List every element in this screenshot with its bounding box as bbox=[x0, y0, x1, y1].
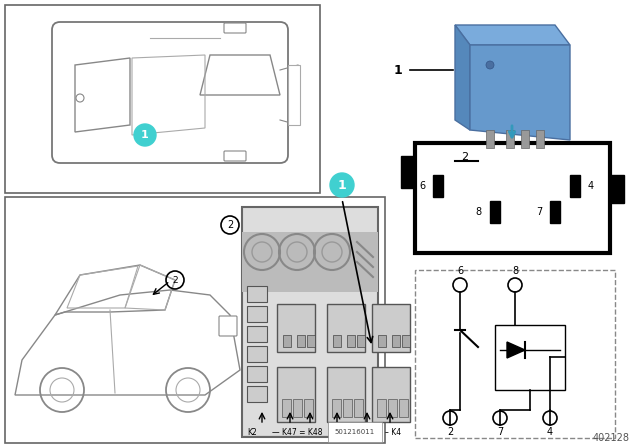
Bar bbox=[288, 65, 300, 125]
Polygon shape bbox=[470, 45, 570, 140]
Text: 402128: 402128 bbox=[593, 433, 630, 443]
Bar bbox=[399, 399, 408, 417]
Text: 6: 6 bbox=[419, 181, 425, 191]
Polygon shape bbox=[507, 342, 525, 358]
Bar bbox=[247, 346, 267, 362]
Text: 8: 8 bbox=[476, 207, 482, 217]
Bar bbox=[486, 130, 494, 148]
Text: 2: 2 bbox=[172, 276, 178, 284]
Bar bbox=[433, 175, 443, 197]
Bar bbox=[372, 304, 410, 352]
Text: 4: 4 bbox=[547, 427, 553, 437]
Bar bbox=[402, 335, 410, 347]
Bar bbox=[401, 156, 415, 188]
Polygon shape bbox=[455, 25, 570, 45]
Text: 6: 6 bbox=[457, 266, 463, 276]
Circle shape bbox=[330, 173, 354, 197]
Bar bbox=[415, 143, 610, 253]
Bar bbox=[378, 335, 386, 347]
FancyBboxPatch shape bbox=[224, 151, 246, 161]
Text: 2: 2 bbox=[447, 427, 453, 437]
Bar bbox=[570, 175, 580, 197]
Bar bbox=[372, 367, 410, 422]
Text: 7: 7 bbox=[497, 427, 503, 437]
Text: 8: 8 bbox=[512, 266, 518, 276]
Bar bbox=[327, 304, 365, 352]
Bar bbox=[343, 399, 352, 417]
Bar bbox=[327, 367, 365, 422]
Bar bbox=[247, 326, 267, 342]
Bar bbox=[307, 335, 315, 347]
Bar bbox=[277, 367, 315, 422]
Bar bbox=[354, 399, 363, 417]
Text: 1: 1 bbox=[141, 130, 149, 140]
Text: K2: K2 bbox=[247, 427, 257, 436]
Bar bbox=[347, 335, 355, 347]
Bar bbox=[550, 201, 560, 223]
Bar bbox=[536, 130, 544, 148]
Bar bbox=[388, 399, 397, 417]
Bar bbox=[5, 197, 385, 443]
Bar bbox=[5, 5, 320, 193]
Bar bbox=[247, 286, 267, 302]
Bar bbox=[282, 399, 291, 417]
Bar bbox=[247, 366, 267, 382]
Bar bbox=[357, 335, 365, 347]
Bar bbox=[506, 130, 514, 148]
Text: 1: 1 bbox=[393, 64, 402, 77]
Circle shape bbox=[134, 124, 156, 146]
Bar bbox=[242, 207, 378, 437]
Bar bbox=[283, 335, 291, 347]
Bar bbox=[392, 335, 400, 347]
Bar bbox=[377, 399, 386, 417]
Bar bbox=[521, 130, 529, 148]
Text: 4: 4 bbox=[588, 181, 594, 191]
Bar bbox=[247, 386, 267, 402]
Circle shape bbox=[486, 61, 494, 69]
Text: 2: 2 bbox=[461, 152, 468, 162]
FancyBboxPatch shape bbox=[224, 23, 246, 33]
Polygon shape bbox=[455, 25, 470, 130]
Text: 501216011: 501216011 bbox=[335, 429, 375, 435]
Bar bbox=[610, 175, 624, 203]
Bar bbox=[247, 306, 267, 322]
Bar bbox=[297, 335, 305, 347]
Text: – K4: – K4 bbox=[385, 427, 401, 436]
Bar bbox=[490, 201, 500, 223]
Bar bbox=[242, 232, 378, 292]
Text: 2: 2 bbox=[227, 220, 233, 230]
Text: — K47 = K48: — K47 = K48 bbox=[272, 427, 323, 436]
Text: 1: 1 bbox=[338, 178, 346, 191]
FancyBboxPatch shape bbox=[219, 316, 237, 336]
Bar bbox=[277, 304, 315, 352]
Bar bbox=[304, 399, 313, 417]
FancyBboxPatch shape bbox=[52, 22, 288, 163]
Text: = K46 – K16: = K46 – K16 bbox=[330, 427, 377, 436]
Bar bbox=[415, 270, 615, 438]
Bar bbox=[332, 399, 341, 417]
Bar bbox=[333, 335, 341, 347]
Bar bbox=[495, 325, 565, 390]
Bar bbox=[293, 399, 302, 417]
Text: 7: 7 bbox=[536, 207, 542, 217]
